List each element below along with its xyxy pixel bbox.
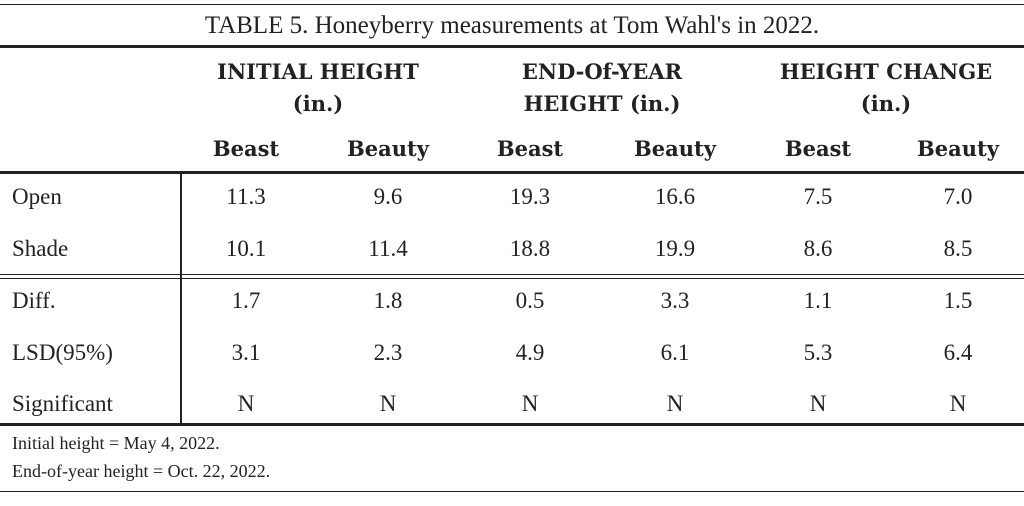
rule <box>0 4 1024 5</box>
rule <box>0 491 1024 492</box>
cell: 0.5 <box>515 288 545 313</box>
rule <box>0 45 1024 48</box>
column-header: Beauty <box>347 136 429 161</box>
column-group-header: HEIGHT (in.) <box>523 91 681 116</box>
cell: 9.6 <box>373 184 403 209</box>
cell: N <box>521 391 539 416</box>
column-header: Beauty <box>634 136 716 161</box>
column-header: Beauty <box>917 136 999 161</box>
cell: 18.8 <box>509 236 551 261</box>
cell: 1.7 <box>231 288 261 313</box>
column-group-header: (in.) <box>860 91 912 116</box>
cell: 7.5 <box>803 184 833 209</box>
cell: 1.1 <box>803 288 833 313</box>
cell: 8.6 <box>803 236 833 261</box>
cell: 19.9 <box>654 236 696 261</box>
cell: 11.3 <box>226 184 266 209</box>
cell: 7.0 <box>943 184 973 209</box>
cell: 2.3 <box>373 340 403 365</box>
column-divider <box>180 172 182 425</box>
row-label: Diff. <box>12 288 56 313</box>
column-group-header: (in.) <box>292 91 344 116</box>
cell: 3.1 <box>231 340 261 365</box>
cell: 10.1 <box>225 236 267 261</box>
rule <box>0 171 1024 174</box>
rule <box>0 423 1024 426</box>
footnote: End-of-year height = Oct. 22, 2022. <box>12 461 271 481</box>
cell: 8.5 <box>943 236 973 261</box>
cell: 3.3 <box>660 288 690 313</box>
column-header: Beast <box>212 136 280 161</box>
row-label: Significant <box>12 391 113 416</box>
cell: 6.1 <box>660 340 690 365</box>
cell: 1.8 <box>373 288 403 313</box>
cell: 6.4 <box>943 340 973 365</box>
row-label: LSD(95%) <box>12 340 113 365</box>
footnote: Initial height = May 4, 2022. <box>12 433 220 453</box>
rule <box>0 274 1024 275</box>
cell: N <box>949 391 967 416</box>
cell: N <box>666 391 684 416</box>
row-label: Open <box>12 184 62 209</box>
row-label: Shade <box>12 236 69 261</box>
column-header: Beast <box>784 136 852 161</box>
cell: 5.3 <box>803 340 833 365</box>
column-group-header: INITIAL HEIGHT <box>217 59 419 84</box>
column-group-header: END-Of-YEAR <box>521 59 683 84</box>
column-group-header: HEIGHT CHANGE <box>779 59 993 84</box>
cell: 11.4 <box>368 236 408 261</box>
cell: 16.6 <box>654 184 696 209</box>
cell: N <box>809 391 827 416</box>
rule <box>0 278 1024 279</box>
cell: 1.5 <box>943 288 973 313</box>
cell: 19.3 <box>509 184 551 209</box>
cell: N <box>237 391 255 416</box>
cell: N <box>379 391 397 416</box>
column-header: Beast <box>496 136 564 161</box>
table-title: TABLE 5. Honeyberry measurements at Tom … <box>204 12 820 39</box>
cell: 4.9 <box>515 340 545 365</box>
